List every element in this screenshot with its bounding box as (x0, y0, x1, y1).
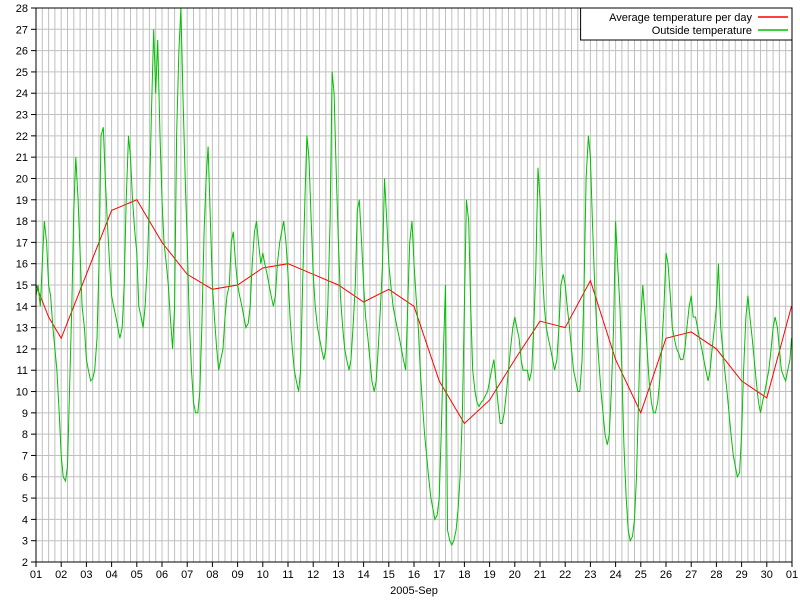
ytick-label: 20 (16, 173, 28, 185)
xtick-label: 14 (357, 569, 369, 581)
xtick-label: 10 (257, 569, 269, 581)
ytick-label: 16 (16, 259, 28, 271)
x-axis-label: 2005-Sep (390, 585, 438, 597)
xtick-label: 23 (584, 569, 596, 581)
xtick-label: 01 (786, 569, 798, 581)
ytick-label: 11 (17, 365, 28, 377)
ytick-label: 21 (16, 152, 28, 164)
xtick-label: 22 (559, 569, 571, 581)
ytick-label: 10 (16, 387, 28, 399)
ytick-label: 8 (22, 429, 28, 441)
ytick-label: 17 (16, 237, 28, 249)
xtick-label: 09 (231, 569, 243, 581)
chart-svg: 2345678910111213141516171819202122232425… (0, 0, 800, 600)
xtick-label: 02 (55, 569, 67, 581)
xtick-label: 05 (131, 569, 143, 581)
xtick-label: 19 (483, 569, 495, 581)
ytick-label: 13 (16, 323, 28, 335)
temperature-chart: 2345678910111213141516171819202122232425… (0, 0, 800, 600)
ytick-label: 12 (16, 344, 28, 356)
ytick-label: 18 (16, 216, 28, 228)
ytick-label: 7 (22, 450, 28, 462)
ytick-label: 23 (16, 110, 28, 122)
legend-label: Average temperature per day (609, 12, 752, 24)
legend-label: Outside temperature (652, 25, 752, 37)
xtick-label: 11 (282, 569, 293, 581)
xtick-label: 07 (181, 569, 193, 581)
xtick-label: 08 (206, 569, 218, 581)
xtick-label: 27 (685, 569, 697, 581)
ytick-label: 28 (16, 3, 28, 15)
ytick-label: 26 (16, 46, 28, 58)
ytick-label: 3 (22, 536, 28, 548)
xtick-label: 12 (307, 569, 319, 581)
ytick-label: 27 (16, 24, 28, 36)
ytick-label: 22 (16, 131, 28, 143)
chart-bg (0, 0, 800, 600)
xtick-label: 20 (509, 569, 521, 581)
ytick-label: 15 (16, 280, 28, 292)
xtick-label: 30 (761, 569, 773, 581)
xtick-label: 28 (710, 569, 722, 581)
ytick-label: 2 (22, 557, 28, 569)
xtick-label: 13 (332, 569, 344, 581)
xtick-label: 16 (408, 569, 420, 581)
ytick-label: 5 (22, 493, 28, 505)
xtick-label: 01 (30, 569, 42, 581)
xtick-label: 15 (383, 569, 395, 581)
xtick-label: 26 (660, 569, 672, 581)
xtick-label: 18 (458, 569, 470, 581)
ytick-label: 14 (16, 301, 28, 313)
ytick-label: 24 (16, 88, 28, 100)
xtick-label: 21 (534, 569, 546, 581)
ytick-label: 4 (22, 514, 28, 526)
xtick-label: 03 (80, 569, 92, 581)
ytick-label: 19 (16, 195, 28, 207)
ytick-label: 9 (22, 408, 28, 420)
ytick-label: 25 (16, 67, 28, 79)
xtick-label: 25 (635, 569, 647, 581)
xtick-label: 04 (105, 569, 117, 581)
ytick-label: 6 (22, 472, 28, 484)
xtick-label: 29 (735, 569, 747, 581)
xtick-label: 17 (433, 569, 445, 581)
xtick-label: 24 (609, 569, 621, 581)
xtick-label: 06 (156, 569, 168, 581)
